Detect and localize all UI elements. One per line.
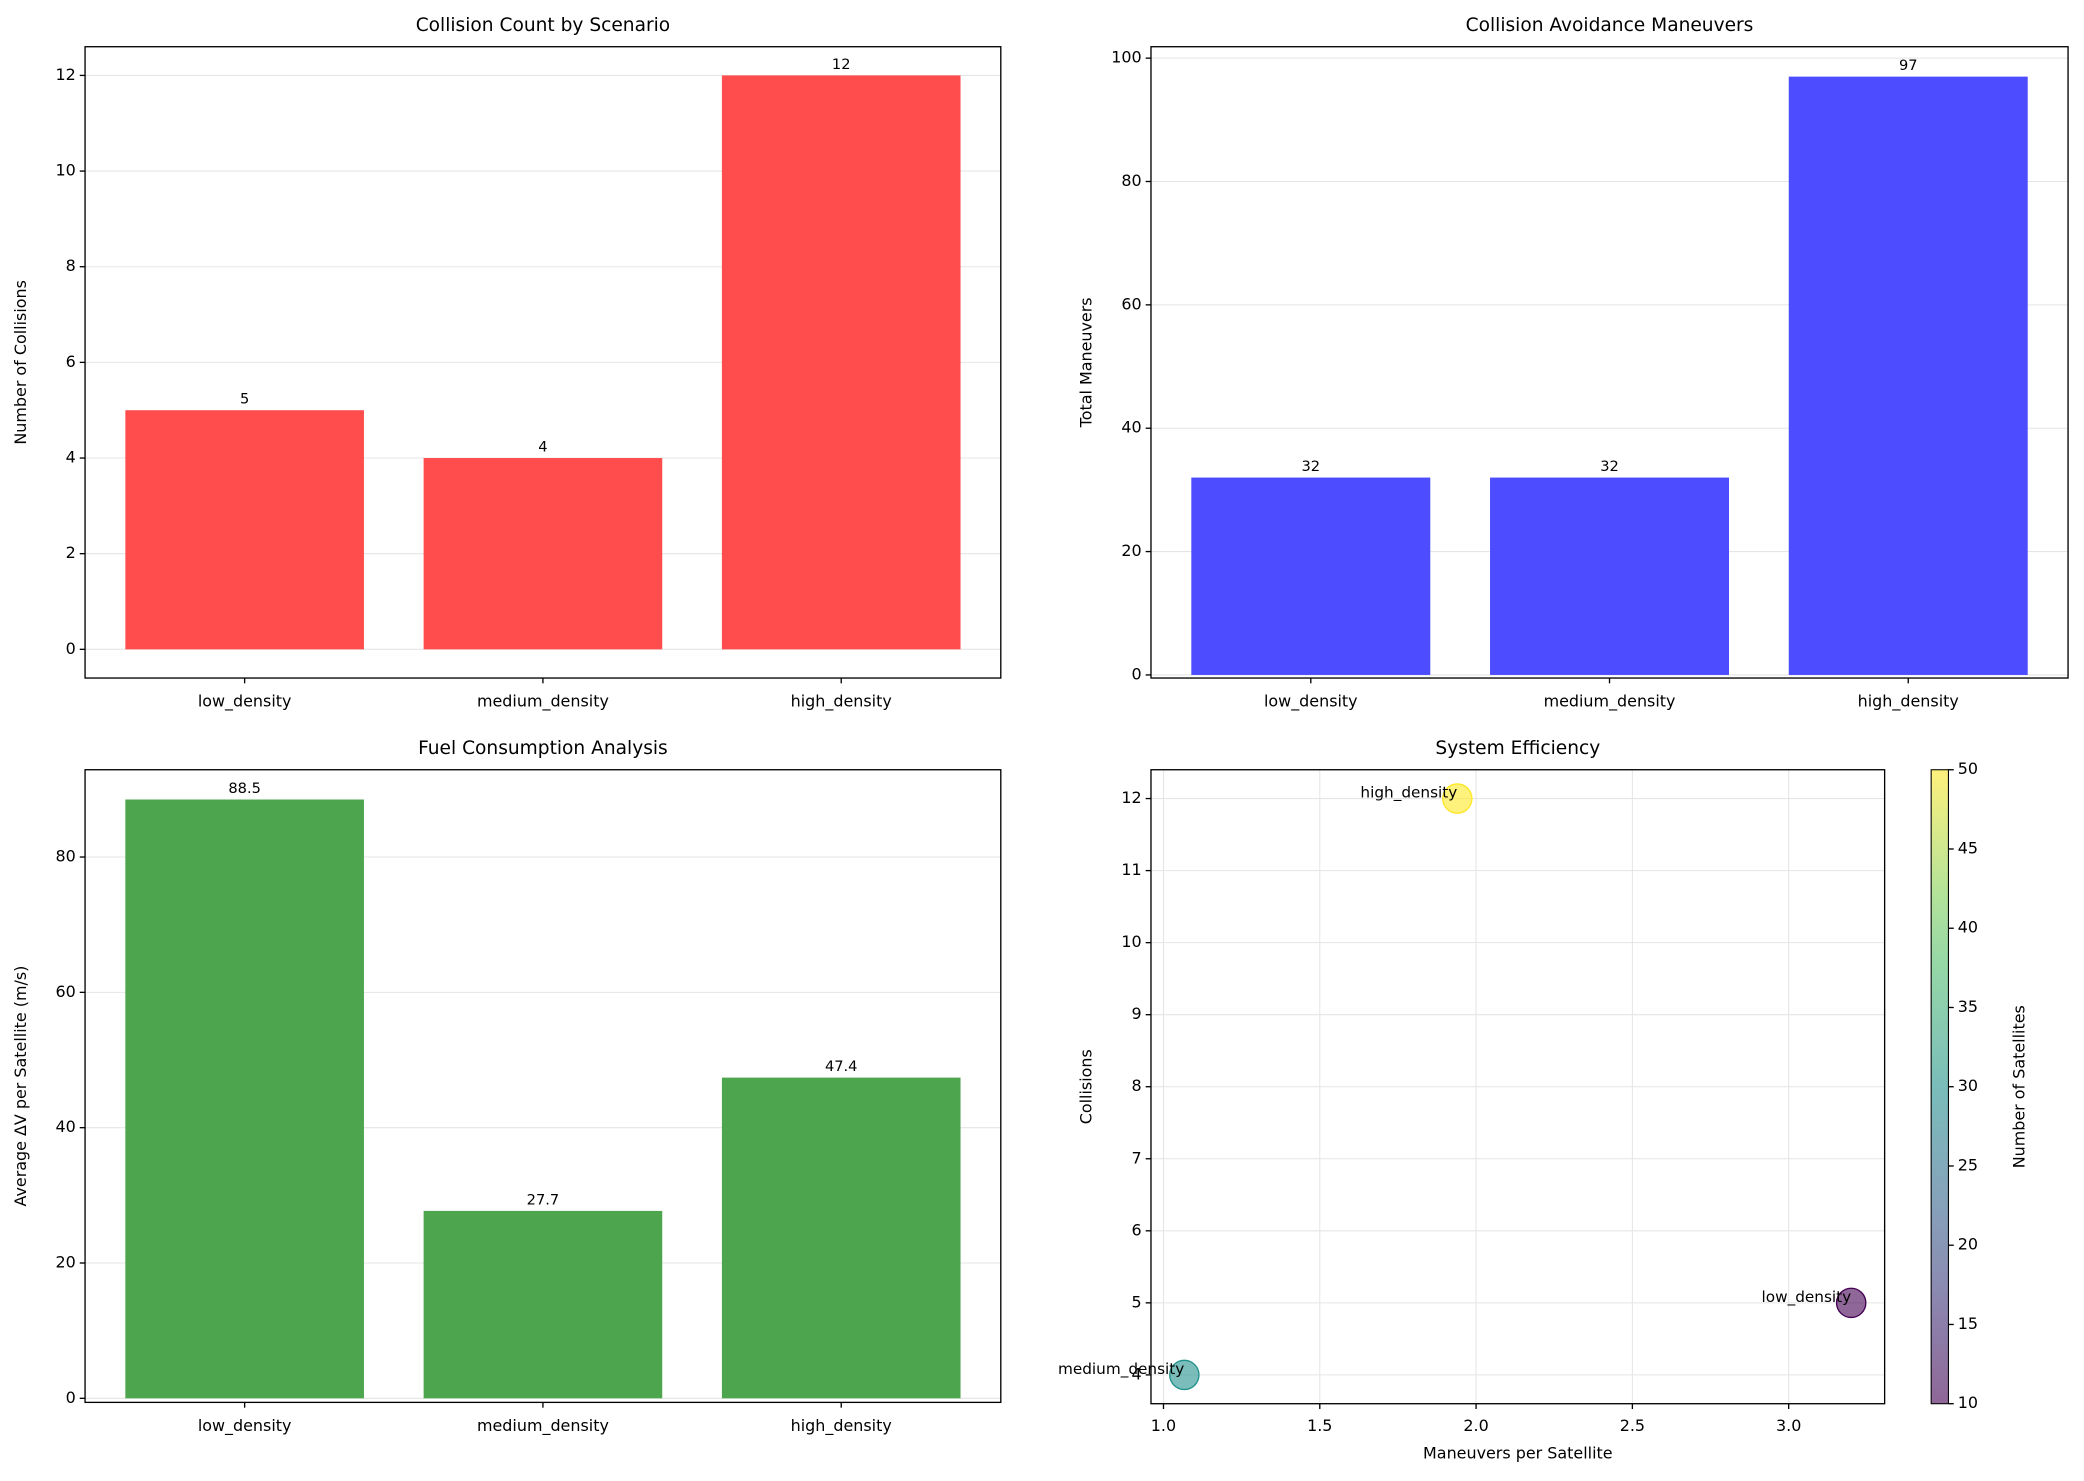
y-tick-label: 11 (1121, 860, 1141, 879)
y-tick-label: 4 (1132, 1364, 1142, 1383)
y-tick-label: 10 (1121, 932, 1141, 951)
x-tick-label: medium_density (477, 1416, 609, 1436)
panel: System EfficiencyCollisions4567891011121… (1058, 738, 2029, 1463)
value-label: 97 (1899, 57, 1918, 74)
x-tick-label: high_density (791, 1416, 892, 1436)
panel: Fuel Consumption Analysis Average ΔV per … (11, 738, 1002, 1436)
y-tick-label: 20 (1121, 541, 1141, 560)
x-tick-label: low_density (1264, 691, 1358, 711)
y-tick-label: 6 (66, 352, 76, 371)
axes-frame (84, 769, 1002, 1404)
value-label: 27.7 (527, 1191, 560, 1208)
value-label: 12 (832, 56, 851, 73)
y-tick-label: 20 (55, 1252, 75, 1271)
bar (1788, 76, 2028, 675)
x-tick-label: high_density (1858, 691, 1959, 711)
panel: Collision Count by Scenario Number of Col… (11, 15, 1002, 711)
bar (721, 1077, 961, 1399)
bar (125, 410, 364, 650)
chart-title: System Efficiency (1435, 738, 1600, 759)
value-label: 88.5 (228, 780, 261, 797)
scatter-point (1169, 1359, 1200, 1391)
y-tick-label: 40 (1121, 418, 1141, 437)
x-tick-label: low_density (198, 691, 292, 711)
value-label: 4 (538, 438, 547, 455)
x-tick-label: 2.5 (1620, 1416, 1645, 1435)
y-tick-label: 0 (1132, 664, 1142, 683)
y-tick-label: 0 (66, 1388, 76, 1407)
colorbar-tick-label: 50 (1958, 759, 1978, 778)
axes-frame (1150, 769, 1886, 1405)
y-tick-label: 10 (55, 161, 75, 180)
x-tick-label: medium_density (1544, 691, 1676, 711)
chart-title: Fuel Consumption Analysis (418, 738, 668, 759)
scatter-point (1835, 1287, 1867, 1319)
bar (423, 1210, 663, 1399)
colorbar-tick-label: 10 (1958, 1393, 1978, 1412)
y-tick-label: 40 (55, 1117, 75, 1136)
y-axis-label: Collisions (1077, 1049, 1096, 1124)
x-tick-label: 1.0 (1151, 1416, 1176, 1435)
y-axis-label: Number of Collisions (11, 280, 30, 445)
bar (1490, 477, 1730, 675)
colorbar-tick-label: 30 (1958, 1076, 1978, 1095)
value-label: 47.4 (825, 1058, 858, 1075)
y-tick-label: 60 (55, 982, 75, 1001)
y-tick-label: 8 (66, 256, 76, 275)
value-label: 32 (1600, 458, 1619, 475)
chart-title: Collision Avoidance Maneuvers (1466, 15, 1754, 36)
value-label: 5 (240, 391, 249, 408)
bar (721, 75, 961, 650)
y-tick-label: 5 (1132, 1292, 1142, 1311)
point-label: low_density (1762, 1288, 1852, 1307)
y-tick-label: 7 (1132, 1148, 1142, 1167)
point-label: high_density (1360, 784, 1457, 803)
y-axis-label: Average ΔV per Satellite (m/s) (11, 966, 30, 1207)
y-tick-label: 9 (1132, 1004, 1142, 1023)
colorbar-tick-label: 45 (1958, 838, 1978, 857)
bar (125, 799, 364, 1399)
colorbar (1930, 769, 1949, 1405)
value-label: 32 (1302, 458, 1321, 475)
x-tick-label: 3.0 (1776, 1416, 1801, 1435)
axes-frame (1150, 46, 2069, 679)
y-tick-label: 12 (1121, 788, 1141, 807)
x-tick-label: 2.0 (1463, 1416, 1488, 1435)
y-tick-label: 2 (66, 543, 76, 562)
x-tick-label: medium_density (477, 691, 609, 711)
y-tick-label: 0 (66, 639, 76, 658)
y-tick-label: 6 (1132, 1220, 1142, 1239)
colorbar-tick-label: 25 (1958, 1155, 1978, 1174)
y-tick-label: 100 (1111, 48, 1141, 67)
scatter-point (1442, 783, 1473, 814)
colorbar-label: Number of Satellites (2010, 1005, 2029, 1168)
x-axis-label: Maneuvers per Satellite (1423, 1444, 1612, 1463)
y-tick-label: 8 (1132, 1076, 1142, 1095)
panel: Collision Avoidance Maneuvers Total Maneu… (1077, 15, 2069, 711)
y-axis-label: Total Maneuvers (1077, 297, 1096, 428)
bar (423, 458, 663, 650)
y-tick-label: 4 (66, 448, 76, 467)
colorbar-tick-label: 35 (1958, 997, 1978, 1016)
x-tick-label: low_density (198, 1416, 292, 1436)
colorbar-tick-label: 40 (1958, 918, 1978, 937)
colorbar-tick-label: 15 (1958, 1314, 1978, 1333)
x-tick-label: high_density (791, 691, 892, 711)
chart-title: Collision Count by Scenario (416, 15, 670, 36)
y-tick-label: 60 (1121, 294, 1141, 313)
axes-frame (84, 46, 1002, 679)
point-label: medium_density (1058, 1360, 1184, 1379)
y-tick-label: 12 (55, 65, 75, 84)
colorbar-tick-label: 20 (1958, 1235, 1978, 1254)
y-tick-label: 80 (55, 847, 75, 866)
y-tick-label: 80 (1121, 171, 1141, 190)
x-tick-label: 1.5 (1307, 1416, 1332, 1435)
bar (1191, 477, 1431, 675)
